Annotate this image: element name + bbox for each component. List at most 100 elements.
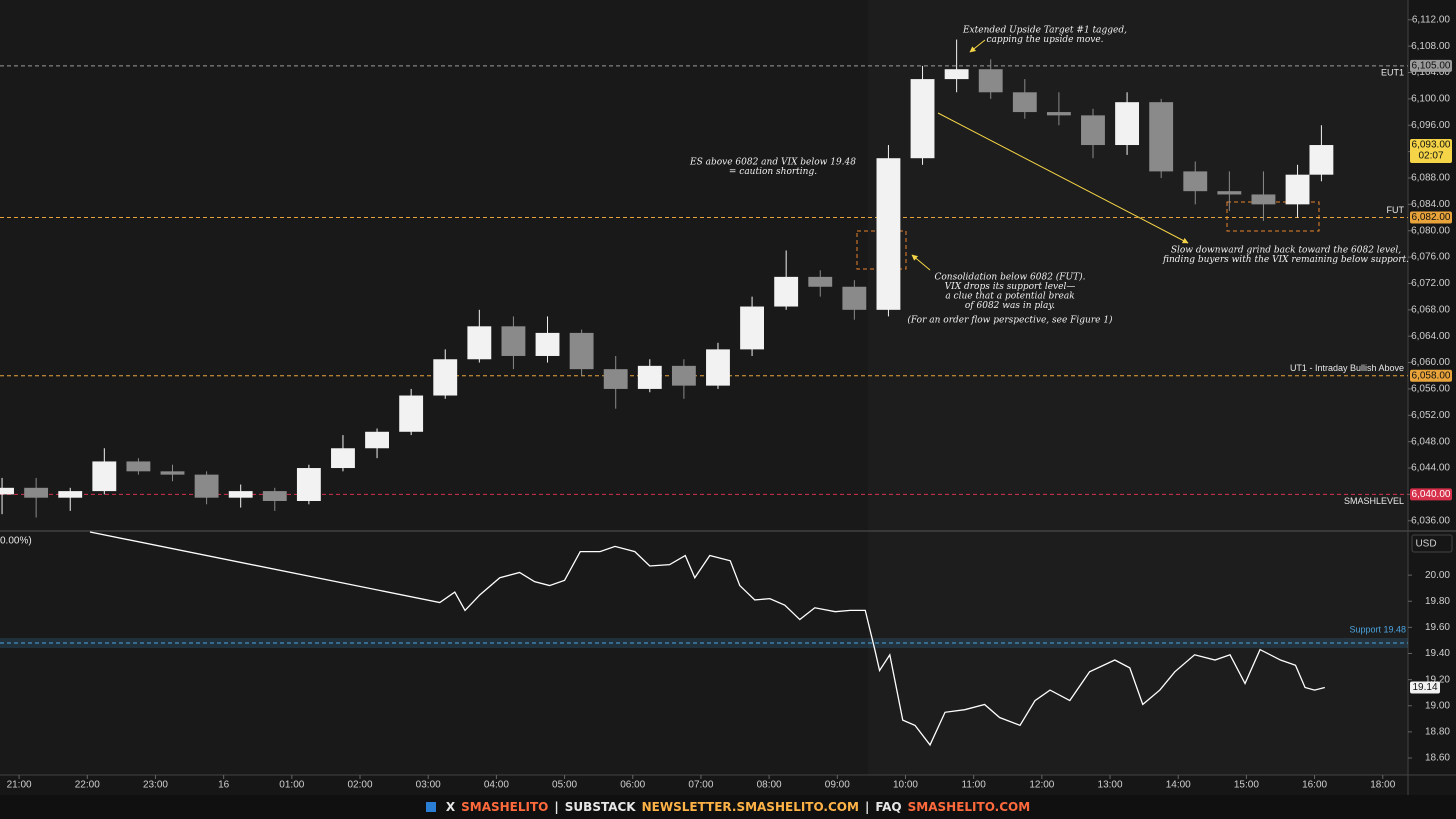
y-tick-label: 6,080.00 bbox=[1411, 225, 1450, 236]
support-label: Support 19.48 bbox=[1349, 624, 1406, 634]
candle-body bbox=[1251, 194, 1276, 205]
x-tick-label: 06:00 bbox=[620, 780, 645, 791]
annotation: Extended Upside Target #1 tagged, bbox=[962, 26, 1127, 36]
y-tick-label: 6,104.00 bbox=[1411, 67, 1450, 78]
annotation: ES above 6082 and VIX below 19.48 bbox=[689, 158, 856, 168]
level-price-box bbox=[1410, 488, 1452, 501]
annotation: of 6082 was in play. bbox=[965, 301, 1055, 311]
candle-body bbox=[126, 461, 151, 472]
y-tick-label: 18.80 bbox=[1425, 727, 1450, 738]
candle-body bbox=[740, 306, 765, 350]
candle-body bbox=[842, 286, 867, 310]
x-tick-label: 09:00 bbox=[825, 780, 850, 791]
y-tick-label: 6,036.00 bbox=[1411, 515, 1450, 526]
footer-item: X bbox=[445, 800, 456, 814]
x-tick-label: 12:00 bbox=[1029, 780, 1054, 791]
annotation: VIX drops its support level— bbox=[945, 282, 1076, 292]
level-price-label: 6,058.00 bbox=[1412, 370, 1451, 381]
annotation: finding buyers with the VIX remaining be… bbox=[1162, 255, 1409, 265]
x-tick-label: 15:00 bbox=[1234, 780, 1259, 791]
y-tick-label: 19.40 bbox=[1425, 648, 1450, 659]
y-tick-label: 19.60 bbox=[1425, 622, 1450, 633]
y-tick-label: 19.80 bbox=[1425, 596, 1450, 607]
candle-body bbox=[1012, 92, 1037, 113]
level-price-label: 6,105.00 bbox=[1412, 61, 1451, 72]
currency-box bbox=[1411, 534, 1453, 553]
candle-body bbox=[569, 332, 594, 370]
y-tick-label: 6,072.00 bbox=[1411, 278, 1450, 289]
candle-body bbox=[603, 369, 628, 389]
candle-body bbox=[706, 349, 730, 386]
candle-body bbox=[399, 395, 424, 432]
candle-body bbox=[1081, 115, 1105, 146]
annotation: capping the upside move. bbox=[986, 35, 1103, 45]
candle-body bbox=[944, 69, 969, 80]
candle-body bbox=[1183, 171, 1208, 192]
candle-body bbox=[1115, 102, 1140, 146]
x-tick-label: 08:00 bbox=[757, 780, 782, 791]
footer-item: NEWSLETTER.SMASHELITO.COM bbox=[641, 800, 859, 814]
candle-body bbox=[501, 326, 526, 356]
y-tick-label: 6,044.00 bbox=[1411, 463, 1450, 474]
y-tick-label: 6,056.00 bbox=[1411, 384, 1450, 395]
x-tick-label: 02:00 bbox=[347, 780, 372, 791]
footer-item: FAQ bbox=[875, 800, 902, 814]
countdown: 02:07 bbox=[1418, 151, 1443, 162]
candle-body bbox=[808, 276, 833, 287]
chart: 6,036.00 6,040.00 6,044.00 6,048.00 6,052.00… bbox=[0, 0, 1456, 795]
candle-body bbox=[365, 431, 389, 449]
y-tick-label: 18.60 bbox=[1425, 753, 1450, 764]
y-tick-label: 6,084.00 bbox=[1411, 199, 1450, 210]
candle-body bbox=[58, 491, 83, 498]
x-tick-label: 11:00 bbox=[962, 780, 987, 791]
y-tick-label: 20.00 bbox=[1425, 570, 1450, 581]
footer: X SMASHELITO | SUBSTACK NEWSLETTER.SMASHELIT… bbox=[0, 795, 1456, 819]
level-price-label: 6,040.00 bbox=[1412, 489, 1451, 500]
currency: USD bbox=[1415, 539, 1436, 550]
annotation: = caution shorting. bbox=[729, 167, 817, 177]
candle-body bbox=[24, 487, 49, 498]
footer-item: | bbox=[554, 800, 559, 814]
footer-item: SMASHELITO.COM bbox=[907, 800, 1031, 814]
candle-body bbox=[433, 359, 458, 396]
candle-body bbox=[296, 468, 321, 501]
x-tick-label: 21:00 bbox=[7, 780, 32, 791]
level-name: FUT bbox=[1387, 205, 1405, 215]
level-name: SMASHLEVEL bbox=[1344, 496, 1404, 506]
footer-item: | bbox=[864, 800, 870, 814]
candle-body bbox=[535, 332, 560, 356]
y-tick-label: 19.20 bbox=[1425, 674, 1450, 685]
last-vix-box bbox=[1410, 681, 1440, 694]
last-price-label: 6,093.00 bbox=[1412, 140, 1451, 151]
x-tick-label: 04:00 bbox=[484, 780, 509, 791]
x-tick-label: 07:00 bbox=[688, 780, 713, 791]
x-tick-label: 13:00 bbox=[1098, 780, 1123, 791]
x-tick-label: 18:00 bbox=[1370, 780, 1395, 791]
y-tick-label: 6,052.00 bbox=[1411, 410, 1450, 421]
candle-body bbox=[331, 448, 355, 469]
level-price-box bbox=[1410, 211, 1452, 224]
annotation: (For an order flow perspective, see Figu… bbox=[907, 315, 1113, 326]
last-price-box bbox=[1410, 139, 1452, 164]
arrow bbox=[937, 112, 1189, 244]
y-tick-label: 6,088.00 bbox=[1411, 173, 1450, 184]
candle-body bbox=[1046, 112, 1071, 116]
level-name: UT1 - Intraday Bullish Above bbox=[1290, 363, 1404, 373]
y-tick-label: 6,096.00 bbox=[1411, 120, 1450, 131]
candle-body bbox=[1309, 145, 1334, 175]
x-tick-label: 16 bbox=[218, 780, 230, 791]
y-tick-label: 6,112.00 bbox=[1412, 14, 1451, 25]
x-tick-label: 01:00 bbox=[279, 780, 304, 791]
annotation: a clue that a potential break bbox=[945, 292, 1074, 302]
candle-body bbox=[1285, 174, 1310, 205]
candle-body bbox=[671, 365, 696, 386]
candle-body bbox=[262, 491, 287, 501]
candle-body bbox=[92, 461, 117, 492]
y-tick-label: 6,064.00 bbox=[1411, 331, 1450, 342]
candle-body bbox=[1149, 102, 1174, 172]
x-tick-label: 22:00 bbox=[75, 780, 100, 791]
y-tick-label: 6,108.00 bbox=[1411, 41, 1450, 52]
x-tick-label: 16:00 bbox=[1302, 780, 1327, 791]
y-tick-label: 19.00 bbox=[1425, 700, 1450, 711]
